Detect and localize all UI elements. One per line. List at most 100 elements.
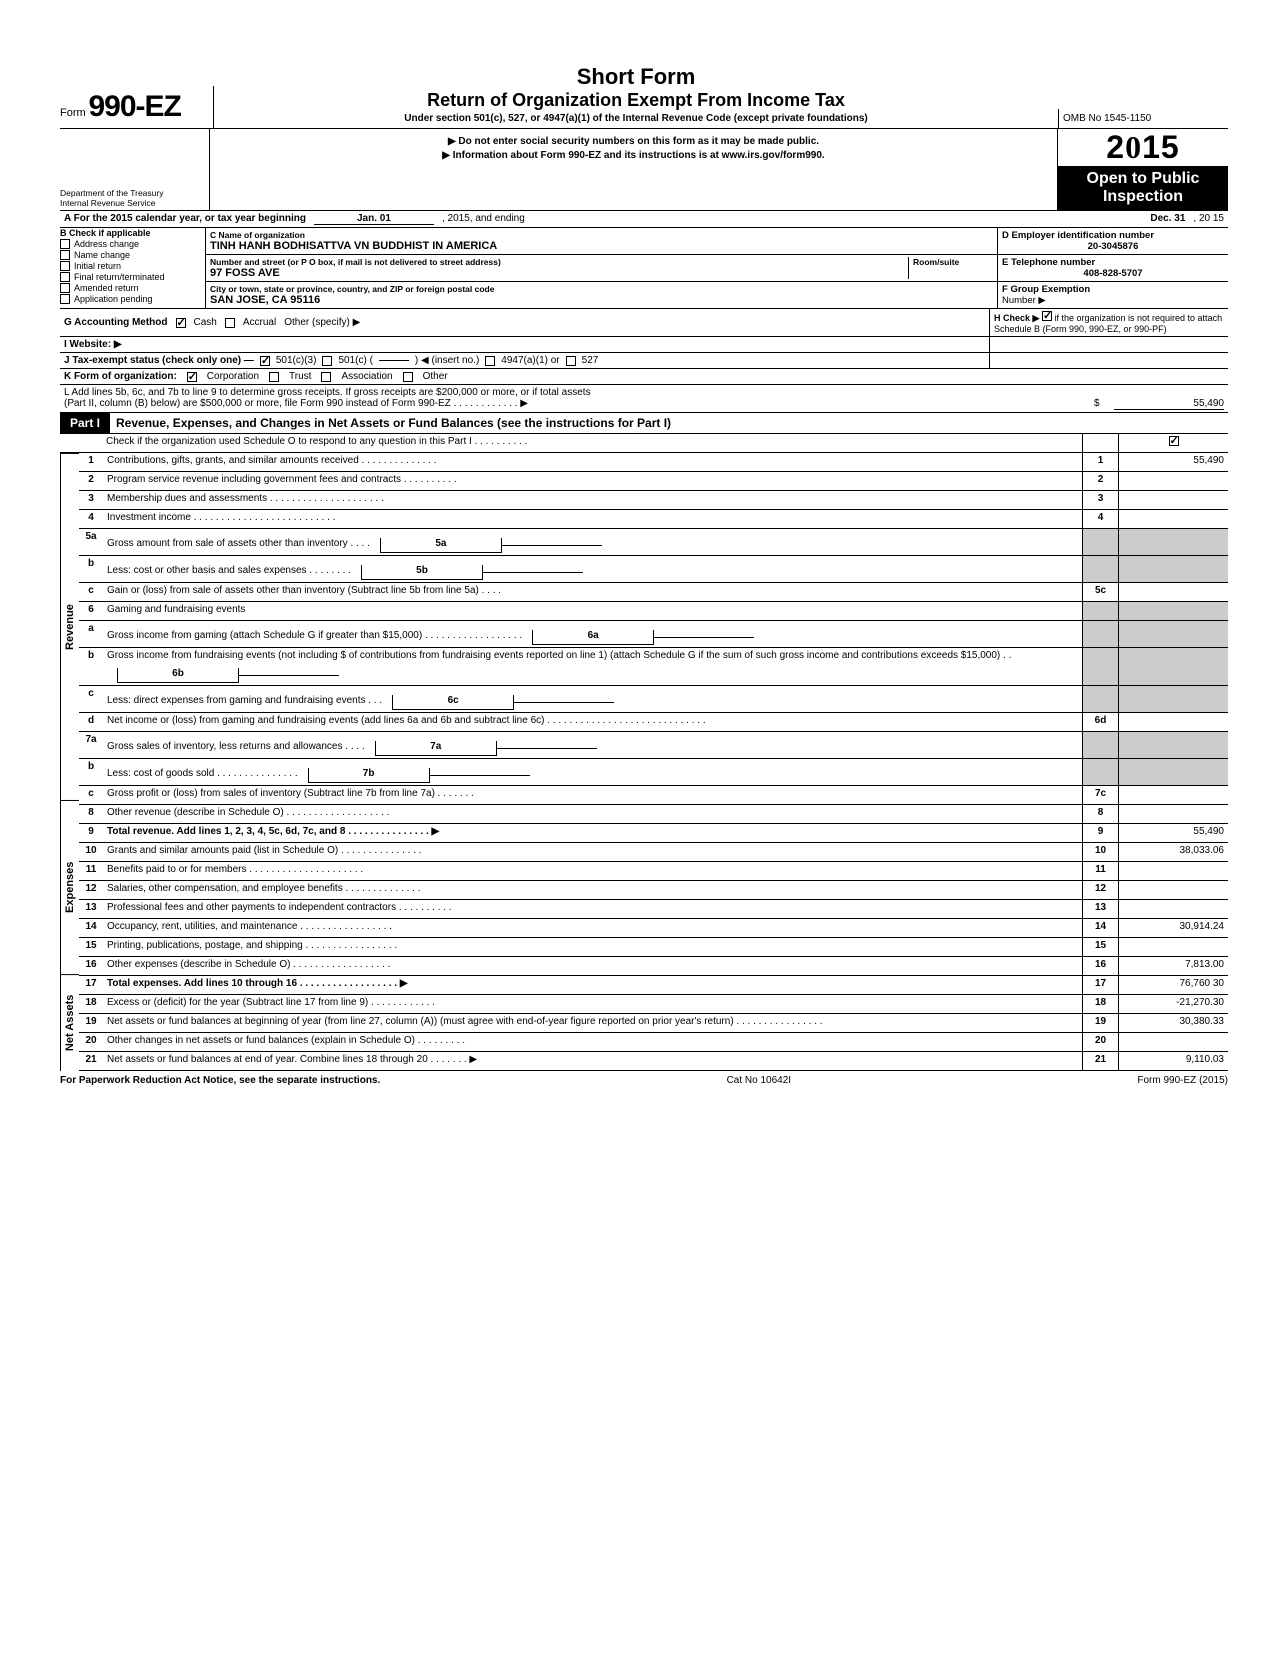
short-form: Short Form xyxy=(220,64,1052,90)
line-b: bLess: cost or other basis and sales exp… xyxy=(79,556,1228,583)
amt-18: -21,270.30 xyxy=(1118,995,1228,1013)
chk-initial-return[interactable] xyxy=(60,261,70,271)
instruction-2: ▶ Information about Form 990-EZ and its … xyxy=(216,150,1051,161)
amt-17: 76,760 30 xyxy=(1118,976,1228,994)
lines-column: 1Contributions, gifts, grants, and simil… xyxy=(79,453,1228,1071)
instruction-1: ▶ Do not enter social security numbers o… xyxy=(216,136,1051,147)
form-label-cell: Form 990-EZ xyxy=(60,86,214,128)
chk-schedule-b[interactable] xyxy=(1042,311,1052,321)
chk-amended-return[interactable] xyxy=(60,283,70,293)
line-d: dNet income or (loss) from gaming and fu… xyxy=(79,713,1228,732)
city-label: City or town, state or province, country… xyxy=(210,284,993,294)
form-number: 990-EZ xyxy=(88,90,180,123)
year-end-month: Dec. 31 xyxy=(1150,213,1185,225)
box-10: 10 xyxy=(1082,843,1118,861)
row-i: I Website: ▶ xyxy=(60,337,1228,353)
line-num-13: 13 xyxy=(79,900,103,918)
line-desc-b: Less: cost or other basis and sales expe… xyxy=(103,556,1082,582)
amt-3 xyxy=(1118,491,1228,509)
line-19: 19Net assets or fund balances at beginni… xyxy=(79,1014,1228,1033)
year-box: 2015 Open to Public Inspection xyxy=(1057,129,1228,210)
line-desc-d: Net income or (loss) from gaming and fun… xyxy=(103,713,1082,731)
chk-4947[interactable] xyxy=(485,356,495,366)
org-block: C Name of organization TINH HANH BODHISA… xyxy=(206,228,997,308)
chk-501c3[interactable] xyxy=(260,356,270,366)
dept-line2: Internal Revenue Service xyxy=(60,198,205,208)
minibox-6a: 6a xyxy=(532,630,654,645)
box-18: 18 xyxy=(1082,995,1118,1013)
minibox-6b: 6b xyxy=(117,668,239,683)
lbl-name-change: Name change xyxy=(74,250,130,260)
amt-11 xyxy=(1118,862,1228,880)
line-desc-18: Excess or (deficit) for the year (Subtra… xyxy=(103,995,1082,1013)
minibox-5a: 5a xyxy=(380,538,502,553)
box-shade-b xyxy=(1082,556,1118,582)
box-3: 3 xyxy=(1082,491,1118,509)
minibox-val-6b xyxy=(239,661,339,676)
line-desc-15: Printing, publications, postage, and shi… xyxy=(103,938,1082,956)
line-4: 4Investment income . . . . . . . . . . .… xyxy=(79,510,1228,529)
chk-address-change[interactable] xyxy=(60,239,70,249)
box-6d: 6d xyxy=(1082,713,1118,731)
line-num-21: 21 xyxy=(79,1052,103,1070)
line-7a: 7aGross sales of inventory, less returns… xyxy=(79,732,1228,759)
minibox-7b: 7b xyxy=(308,768,430,783)
room-label: Room/suite xyxy=(913,257,959,267)
line-num-5a: 5a xyxy=(79,529,103,555)
amt-shade-c xyxy=(1118,686,1228,712)
chk-schedule-o[interactable] xyxy=(1169,436,1179,446)
line-desc-a: Gross income from gaming (attach Schedul… xyxy=(103,621,1082,647)
info-block: B Check if applicable Address change Nam… xyxy=(60,228,1228,309)
street-address: 97 FOSS AVE xyxy=(210,267,908,279)
amt-6d xyxy=(1118,713,1228,731)
line-desc-10: Grants and similar amounts paid (list in… xyxy=(103,843,1082,861)
chk-corporation[interactable] xyxy=(187,372,197,382)
chk-association[interactable] xyxy=(321,372,331,382)
dept-cell: Department of the Treasury Internal Reve… xyxy=(60,129,210,210)
box-8: 8 xyxy=(1082,805,1118,823)
line-desc-1: Contributions, gifts, grants, and simila… xyxy=(103,453,1082,471)
chk-name-change[interactable] xyxy=(60,250,70,260)
minibox-val-6a xyxy=(654,623,754,638)
line-desc-20: Other changes in net assets or fund bala… xyxy=(103,1033,1082,1051)
line-num-20: 20 xyxy=(79,1033,103,1051)
box-shade-b xyxy=(1082,759,1118,785)
amt-shade-5a xyxy=(1118,529,1228,555)
footer: For Paperwork Reduction Act Notice, see … xyxy=(60,1071,1228,1086)
l-text-2: (Part II, column (B) below) are $500,000… xyxy=(64,398,1094,410)
chk-accrual[interactable] xyxy=(225,318,235,328)
box-shade-c xyxy=(1082,686,1118,712)
chk-final-return[interactable] xyxy=(60,272,70,282)
chk-501c[interactable] xyxy=(322,356,332,366)
line-num-c: c xyxy=(79,686,103,712)
line-desc-7a: Gross sales of inventory, less returns a… xyxy=(103,732,1082,758)
lbl-527: 527 xyxy=(582,355,599,366)
line-desc-4: Investment income . . . . . . . . . . . … xyxy=(103,510,1082,528)
box-5c: 5c xyxy=(1082,583,1118,601)
chk-cash[interactable] xyxy=(176,318,186,328)
i-label: I Website: ▶ xyxy=(60,337,126,352)
row-a-label: A For the 2015 calendar year, or tax yea… xyxy=(64,213,306,225)
line-c: cLess: direct expenses from gaming and f… xyxy=(79,686,1228,713)
line-num-c: c xyxy=(79,786,103,804)
chk-application-pending[interactable] xyxy=(60,294,70,304)
f-number: Number ▶ xyxy=(1002,295,1046,306)
chk-trust[interactable] xyxy=(269,372,279,382)
line-21: 21Net assets or fund balances at end of … xyxy=(79,1052,1228,1071)
box-16: 16 xyxy=(1082,957,1118,975)
box-4: 4 xyxy=(1082,510,1118,528)
gross-receipts: 55,490 xyxy=(1114,398,1224,410)
line-desc-8: Other revenue (describe in Schedule O) .… xyxy=(103,805,1082,823)
line-num-2: 2 xyxy=(79,472,103,490)
chk-other-org[interactable] xyxy=(403,372,413,382)
chk-527[interactable] xyxy=(566,356,576,366)
box-shade-b xyxy=(1082,648,1118,685)
l-text-1: L Add lines 5b, 6c, and 7b to line 9 to … xyxy=(64,387,1224,398)
box-21: 21 xyxy=(1082,1052,1118,1070)
f-label: F Group Exemption xyxy=(1002,284,1090,295)
open-line2: Inspection xyxy=(1058,188,1228,206)
side-expenses: Expenses xyxy=(60,800,79,974)
right-info-col: D Employer identification number 20-3045… xyxy=(997,228,1228,308)
line-16: 16Other expenses (describe in Schedule O… xyxy=(79,957,1228,976)
amt-10: 38,033.06 xyxy=(1118,843,1228,861)
